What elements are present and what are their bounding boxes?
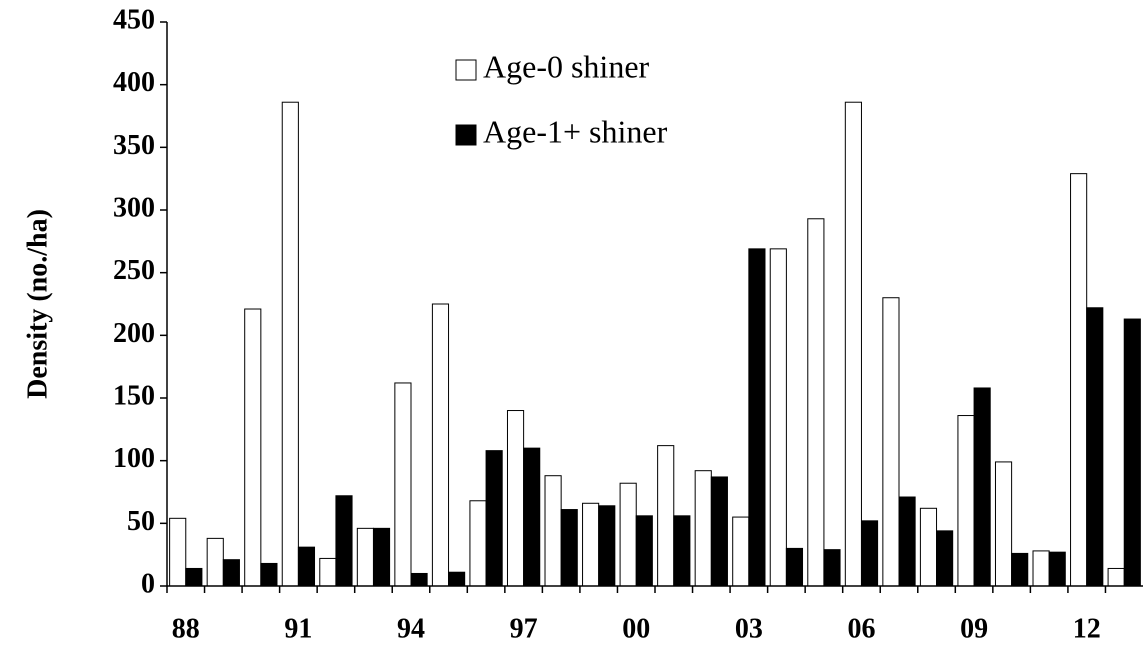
- bar: [860, 520, 879, 587]
- x-tick-label: 12: [1073, 613, 1101, 644]
- y-tick-label: 100: [113, 443, 155, 474]
- bar: [185, 567, 203, 587]
- bar: [732, 516, 750, 587]
- bar: [898, 496, 916, 587]
- bar: [844, 101, 862, 587]
- bar: [598, 505, 616, 587]
- bar: [635, 515, 653, 587]
- bar: [410, 572, 428, 587]
- bar: [506, 410, 525, 587]
- bar: [281, 101, 299, 587]
- bar: [769, 248, 787, 587]
- bar: [1107, 567, 1125, 587]
- bar: [169, 517, 187, 587]
- bar: [469, 500, 487, 587]
- y-tick-label: 50: [127, 506, 155, 537]
- legend-swatch: [455, 124, 477, 146]
- y-tick-label: 400: [113, 67, 155, 98]
- bar: [1123, 318, 1141, 587]
- bar: [619, 482, 637, 587]
- y-tick-label: 300: [113, 192, 155, 223]
- bar: [710, 476, 728, 587]
- bar: [372, 527, 391, 587]
- bar: [244, 308, 262, 587]
- bar: [560, 509, 578, 587]
- bar: [694, 470, 712, 587]
- bar: [448, 571, 466, 587]
- y-tick-label: 150: [113, 380, 155, 411]
- x-tick-label: 03: [735, 613, 763, 644]
- bar: [882, 297, 900, 587]
- bar: [994, 461, 1013, 587]
- bar: [1032, 550, 1050, 587]
- bar: [973, 387, 991, 587]
- bar: [319, 557, 337, 587]
- bar: [523, 447, 541, 587]
- bar: [785, 547, 804, 587]
- bar: [222, 559, 240, 587]
- bar: [1048, 551, 1066, 587]
- bar: [582, 502, 600, 587]
- y-tick-label: 350: [113, 130, 155, 161]
- bar: [431, 303, 450, 587]
- bar: [1070, 173, 1088, 587]
- legend-label: Age-1+ shiner: [483, 113, 668, 149]
- bar: [936, 530, 954, 587]
- y-tick-label: 450: [113, 4, 155, 35]
- y-tick-label: 200: [113, 318, 155, 349]
- x-tick-label: 97: [510, 613, 538, 644]
- x-tick-label: 91: [284, 613, 312, 644]
- y-tick-label: 0: [141, 568, 155, 599]
- legend-label: Age-0 shiner: [483, 48, 650, 84]
- x-tick-label: 09: [960, 613, 988, 644]
- bar: [1086, 307, 1104, 587]
- legend-swatch: [455, 59, 477, 81]
- bar: [297, 546, 316, 587]
- y-axis-title: Density (no./ha): [22, 209, 53, 399]
- y-tick-label: 250: [113, 255, 155, 286]
- bar: [335, 495, 353, 587]
- bar: [485, 450, 503, 587]
- x-tick-label: 06: [847, 613, 875, 644]
- bar: [748, 248, 766, 587]
- bar: [394, 382, 412, 587]
- x-tick-label: 00: [622, 613, 650, 644]
- bar: [1011, 552, 1029, 587]
- bar: [823, 549, 841, 587]
- bar: [957, 415, 975, 587]
- bar: [260, 562, 278, 587]
- bar: [919, 507, 938, 587]
- bar: [206, 537, 224, 587]
- bar: [673, 515, 691, 587]
- bar: [657, 445, 675, 587]
- bar: [356, 527, 374, 587]
- x-tick-label: 88: [172, 613, 200, 644]
- x-tick-label: 94: [397, 613, 425, 644]
- bar: [544, 475, 562, 587]
- bar: [807, 218, 825, 587]
